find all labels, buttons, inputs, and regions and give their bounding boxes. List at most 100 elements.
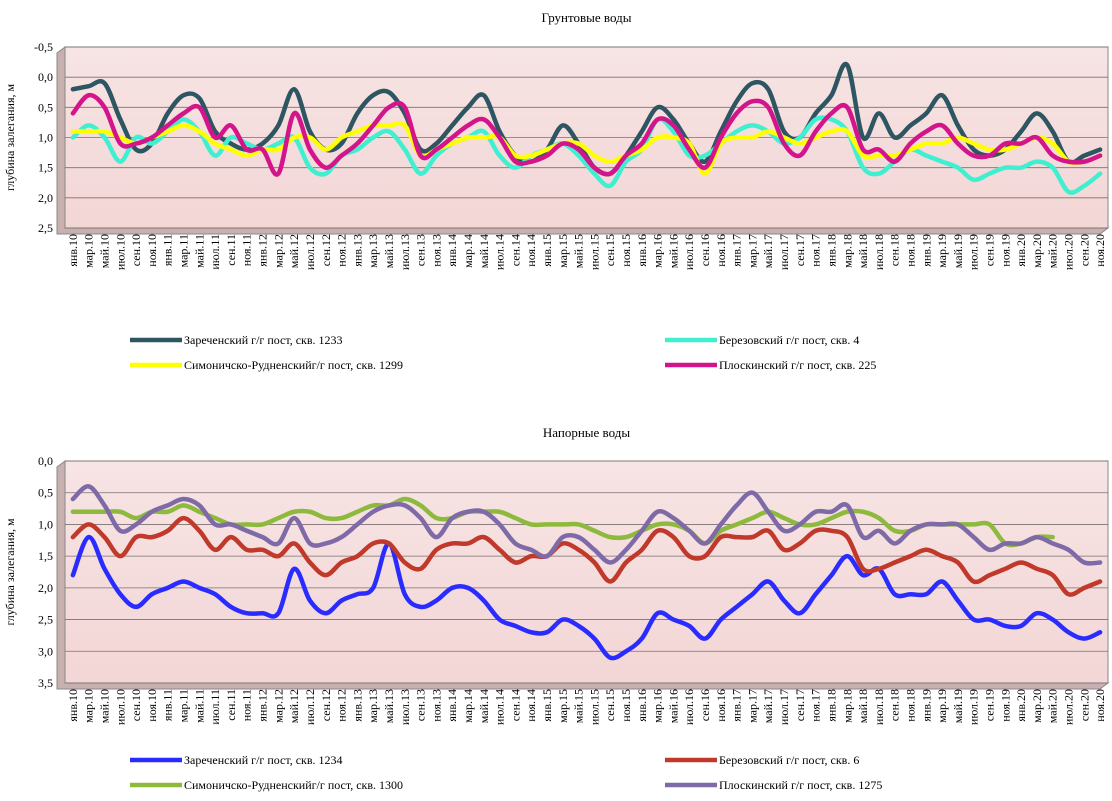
chart-title: Напорные воды: [543, 425, 630, 440]
x-tick-label: май.10: [98, 689, 112, 723]
x-tick-label: июл.13: [398, 234, 412, 270]
data-line: [70, 515, 1103, 597]
x-tick-label: янв.13: [350, 234, 364, 267]
y-tick-label: 2,5: [38, 221, 53, 235]
plot-area: [64, 460, 1109, 684]
x-tick-label: мар.10: [82, 234, 96, 268]
x-tick-label: янв.20: [1014, 689, 1028, 722]
x-tick-label: мар.20: [1030, 689, 1044, 723]
x-tick-label: мар.11: [177, 234, 191, 267]
x-tick-label: сен.11: [224, 689, 238, 721]
y-axis-label: глубина залегания, м: [3, 518, 17, 626]
x-tick-label: июл.11: [208, 689, 222, 725]
x-tick-label: ноя.17: [809, 689, 823, 722]
data-line: [70, 534, 1103, 661]
x-tick-label: мар.19: [935, 689, 949, 723]
y-tick-label: -0,5: [34, 40, 53, 54]
x-tick-label: июл.10: [113, 234, 127, 270]
x-tick-label: июл.19: [967, 234, 981, 270]
x-tick-label: янв.14: [445, 234, 459, 267]
x-tick-label: ноя.18: [903, 234, 917, 267]
x-tick-label: мар.14: [461, 234, 475, 268]
legend-label: Зареченский г/г пост, скв. 1234: [184, 753, 343, 767]
x-tick-label: сен.19: [982, 234, 996, 266]
x-tick-label: ноя.20: [1093, 234, 1107, 267]
legend-label: Плоскинский г/г пост, скв. 1275: [719, 778, 882, 792]
x-tick-label: ноя.15: [619, 234, 633, 267]
x-tick-label: июл.16: [682, 689, 696, 725]
x-tick-label: сен.13: [414, 689, 428, 721]
x-tick-label: июл.14: [493, 234, 507, 270]
x-tick-label: ноя.13: [429, 234, 443, 267]
x-tick-label: июл.12: [303, 234, 317, 270]
x-tick-label: сен.13: [414, 234, 428, 266]
x-tick-label: сен.15: [603, 689, 617, 721]
x-tick-label: май.17: [761, 689, 775, 723]
data-line: [70, 484, 1103, 566]
x-tick-label: мар.13: [366, 234, 380, 268]
legend-label: Березовский г/г пост, скв. 4: [719, 333, 859, 347]
x-tick-label: янв.10: [66, 689, 80, 722]
x-tick-label: сен.18: [888, 689, 902, 721]
x-tick-label: сен.20: [1077, 689, 1091, 721]
y-tick-label: 0,0: [38, 454, 53, 468]
x-tick-label: ноя.11: [240, 234, 254, 266]
x-tick-label: ноя.12: [335, 234, 349, 267]
x-tick-label: ноя.10: [145, 234, 159, 267]
x-tick-label: янв.12: [256, 234, 270, 267]
x-tick-label: янв.15: [540, 234, 554, 267]
y-tick-label: 1,0: [38, 517, 53, 531]
x-tick-label: май.18: [856, 234, 870, 268]
x-tick-label: май.13: [382, 234, 396, 268]
x-tick-label: ноя.12: [335, 689, 349, 722]
x-tick-label: ноя.17: [809, 234, 823, 267]
x-tick-label: мар.15: [556, 234, 570, 268]
x-tick-label: янв.11: [161, 689, 175, 721]
x-tick-label: май.11: [192, 234, 206, 268]
x-tick-label: май.16: [666, 689, 680, 723]
x-tick-label: ноя.18: [903, 689, 917, 722]
x-tick-label: ноя.10: [145, 689, 159, 722]
x-tick-label: сен.10: [129, 234, 143, 266]
legend-label: Симоничско-Рудненскийг/г пост, скв. 1300: [184, 778, 403, 792]
x-tick-label: ноя.20: [1093, 689, 1107, 722]
x-tick-label: июл.11: [208, 234, 222, 270]
x-tick-label: май.16: [666, 234, 680, 268]
x-tick-label: июл.13: [398, 689, 412, 725]
x-tick-label: мар.18: [840, 234, 854, 268]
x-tick-label: сен.17: [793, 234, 807, 266]
x-tick-label: мар.18: [840, 689, 854, 723]
x-tick-label: июл.17: [777, 689, 791, 725]
x-tick-label: янв.16: [635, 234, 649, 267]
x-tick-label: янв.19: [919, 689, 933, 722]
x-tick-label: июл.19: [967, 689, 981, 725]
x-tick-label: май.20: [1046, 689, 1060, 723]
x-tick-label: янв.10: [66, 234, 80, 267]
y-tick-label: 0,5: [38, 100, 53, 114]
x-tick-label: июл.17: [777, 234, 791, 270]
x-tick-label: ноя.11: [240, 689, 254, 721]
legend-label: Березовский г/г пост, скв. 6: [719, 753, 859, 767]
x-tick-label: янв.17: [730, 234, 744, 267]
x-tick-label: июл.20: [1061, 234, 1075, 270]
x-tick-label: ноя.16: [714, 234, 728, 267]
x-tick-label: янв.20: [1014, 234, 1028, 267]
x-tick-label: мар.20: [1030, 234, 1044, 268]
x-tick-label: июл.18: [872, 234, 886, 270]
legend-label: Зареченский г/г пост, скв. 1233: [184, 333, 343, 347]
x-tick-label: июл.20: [1061, 689, 1075, 725]
x-tick-label: ноя.19: [998, 234, 1012, 267]
x-tick-label: мар.16: [651, 234, 665, 268]
x-tick-label: сен.18: [888, 234, 902, 266]
x-tick-label: сен.19: [982, 689, 996, 721]
x-tick-label: июл.14: [493, 689, 507, 725]
x-tick-label: янв.16: [635, 689, 649, 722]
x-tick-label: мар.13: [366, 689, 380, 723]
x-tick-label: май.20: [1046, 234, 1060, 268]
data-line: [70, 120, 1103, 176]
x-tick-label: мар.15: [556, 689, 570, 723]
x-tick-label: май.10: [98, 234, 112, 268]
x-tick-label: сен.17: [793, 689, 807, 721]
